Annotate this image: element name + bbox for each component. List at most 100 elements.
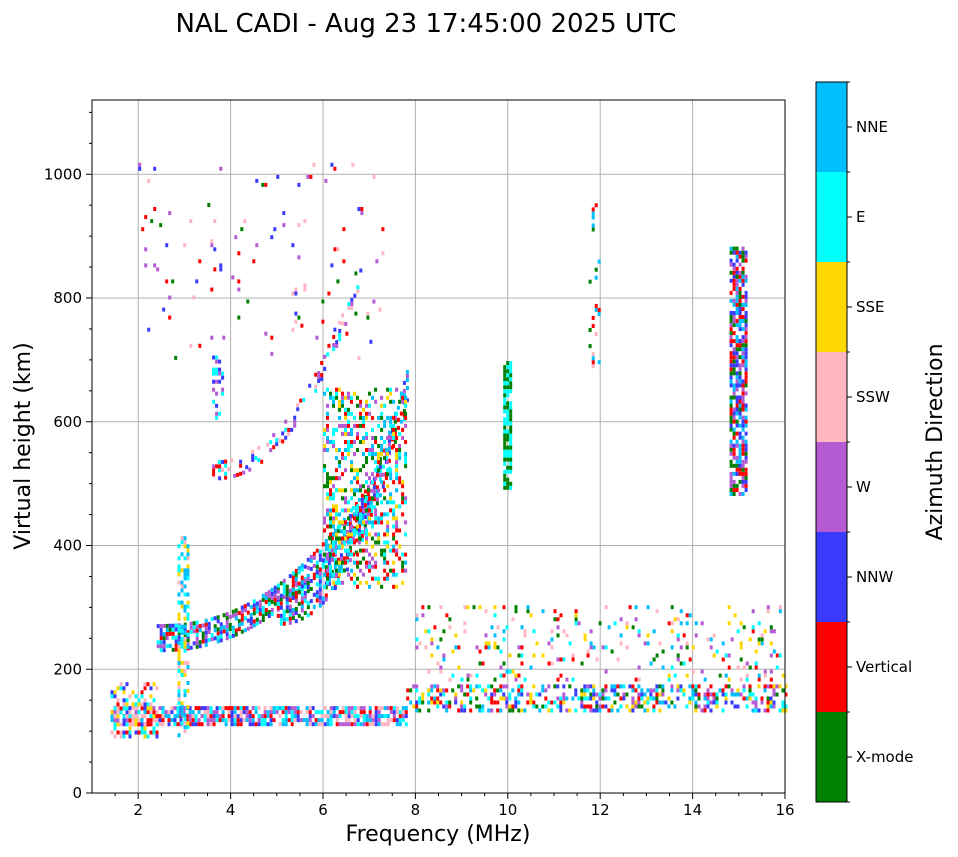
echo-cell <box>766 609 770 614</box>
echo-cell <box>529 696 533 701</box>
echo-cell <box>732 282 736 287</box>
echo-cell <box>389 548 393 553</box>
echo-cell <box>177 572 181 577</box>
echo-cell <box>386 460 390 465</box>
echo-cell <box>404 710 408 715</box>
echo-cell <box>658 684 662 689</box>
echo-cell <box>377 576 381 581</box>
echo-cell <box>580 696 584 701</box>
echo-cell <box>291 243 295 248</box>
echo-cell <box>460 688 464 693</box>
echo-cell <box>329 710 333 715</box>
echo-cell <box>371 536 374 541</box>
echo-cell <box>769 625 773 630</box>
echo-cell <box>339 541 343 546</box>
echo-cell <box>732 246 736 251</box>
echo-cell <box>372 489 376 494</box>
echo-cell <box>399 411 403 416</box>
echo-cell <box>260 714 264 719</box>
echo-cell <box>730 637 734 642</box>
echo-cell <box>294 582 298 587</box>
echo-cell <box>149 730 153 735</box>
echo-cell <box>622 696 626 701</box>
echo-cell <box>706 637 710 642</box>
echo-cell <box>128 710 132 715</box>
echo-cell <box>732 262 736 267</box>
y-tick-label: 600 <box>53 413 82 431</box>
echo-cell <box>732 455 736 460</box>
echo-cell <box>219 166 223 171</box>
echo-cell <box>442 688 446 693</box>
echo-cell <box>380 584 384 589</box>
echo-cell <box>503 381 507 386</box>
echo-cell <box>679 688 683 693</box>
echo-cell <box>149 714 153 719</box>
echo-cell <box>637 665 641 670</box>
echo-cell <box>315 574 319 579</box>
echo-cell <box>231 275 235 280</box>
echo-cell <box>248 714 252 719</box>
echo-cell <box>330 570 334 574</box>
echo-cell <box>365 548 368 553</box>
echo-cell <box>395 528 399 533</box>
echo-cell <box>347 419 350 424</box>
echo-cell <box>140 702 144 707</box>
echo-cell <box>588 328 592 332</box>
echo-cell <box>741 387 745 392</box>
echo-cell <box>628 708 632 713</box>
echo-cell <box>744 335 748 340</box>
echo-cell <box>610 688 614 693</box>
echo-cell <box>503 405 507 410</box>
echo-cell <box>269 722 273 727</box>
echo-cell <box>598 696 602 701</box>
echo-cell <box>706 688 710 693</box>
echo-cell <box>351 162 355 167</box>
echo-cell <box>580 700 584 705</box>
echo-cell <box>300 584 304 589</box>
echo-cell <box>637 700 641 705</box>
echo-cell <box>738 323 742 328</box>
echo-cell <box>741 443 745 448</box>
echo-cell <box>748 692 752 697</box>
echo-cell <box>383 540 387 545</box>
echo-cell <box>320 722 324 727</box>
echo-cell <box>248 718 252 723</box>
echo-cell <box>754 704 758 709</box>
echo-cell <box>757 708 761 713</box>
echo-cell <box>547 708 551 713</box>
echo-cell <box>616 692 620 697</box>
echo-cell <box>667 677 671 682</box>
echo-cell <box>466 605 470 610</box>
echo-cell <box>368 584 371 589</box>
echo-cell <box>735 463 739 468</box>
echo-cell <box>162 307 166 312</box>
echo-cell <box>276 587 280 592</box>
echo-cell <box>751 629 755 634</box>
echo-cell <box>556 657 560 662</box>
echo-cell <box>738 471 742 476</box>
echo-cell <box>359 560 362 565</box>
echo-cell <box>401 714 405 719</box>
echo-cell <box>329 722 333 727</box>
echo-cell <box>347 423 350 428</box>
echo-cell <box>159 628 163 633</box>
echo-cell <box>261 597 265 602</box>
echo-cell <box>282 613 286 618</box>
echo-cell <box>125 730 129 735</box>
echo-cell <box>520 625 524 630</box>
echo-cell <box>368 520 371 525</box>
echo-cell <box>251 457 255 462</box>
echo-cell <box>356 432 359 436</box>
echo-cell <box>270 608 274 612</box>
echo-cell <box>383 714 387 719</box>
echo-cell <box>338 580 341 585</box>
echo-cell <box>282 591 286 595</box>
echo-cell <box>732 363 736 368</box>
echo-cell <box>323 516 326 521</box>
echo-cell <box>294 291 298 296</box>
echo-cell <box>350 411 353 416</box>
echo-cell <box>270 235 274 240</box>
echo-cell <box>401 718 405 723</box>
echo-cell <box>591 207 595 212</box>
echo-cell <box>738 315 742 319</box>
